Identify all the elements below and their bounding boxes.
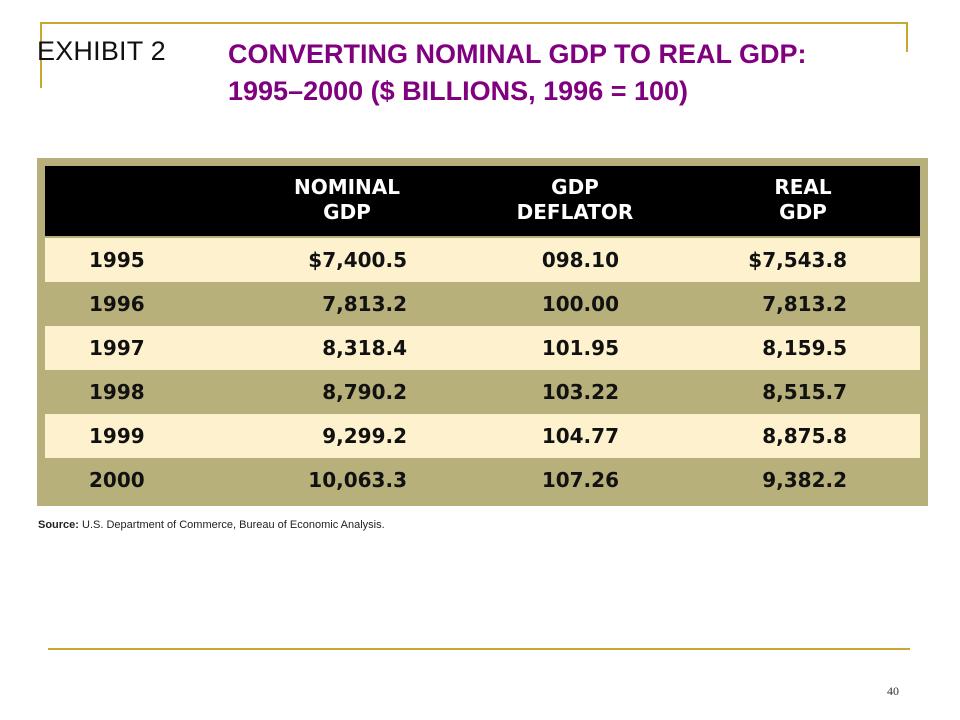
real-gdp-cell: 7,813.2	[762, 292, 847, 316]
real-gdp-cell: 8,159.5	[762, 336, 847, 360]
source-note: Source: U.S. Department of Commerce, Bur…	[38, 519, 385, 531]
frame-right-rule	[906, 22, 908, 52]
title-line-2: 1995–2000 ($ BILLIONS, 1996 = 100)	[228, 76, 689, 106]
deflator-cell: 100.00	[541, 292, 619, 316]
nominal-gdp-cell: 7,813.2	[322, 292, 407, 316]
table-row: 1996 7,813.2 100.00 7,813.2	[45, 282, 920, 326]
title-line-1: CONVERTING NOMINAL GDP TO REAL GDP:	[228, 39, 807, 69]
table-row: 1998 8,790.2 103.22 8,515.7	[45, 370, 920, 414]
header-nominal-line2: GDP	[323, 200, 371, 224]
year-cell: 1997	[89, 336, 145, 360]
real-gdp-cell: 9,382.2	[762, 468, 847, 492]
real-gdp-cell: 8,515.7	[762, 380, 847, 404]
table-row: 1997 8,318.4 101.95 8,159.5	[45, 326, 920, 370]
exhibit-label: EXHIBIT 2	[37, 36, 166, 66]
slide-title: CONVERTING NOMINAL GDP TO REAL GDP: 1995…	[228, 36, 928, 110]
table-row: 2000 10,063.3 107.26 9,382.2	[45, 458, 920, 502]
source-text: U.S. Department of Commerce, Bureau of E…	[82, 519, 385, 531]
table-row: 1999 9,299.2 104.77 8,875.8	[45, 414, 920, 458]
header-deflator-line1: GDP	[551, 175, 599, 199]
gdp-table: NOMINAL GDP GDP DEFLATOR REAL GDP 1995 $…	[37, 158, 928, 506]
header-real-gdp: REAL GDP	[748, 175, 858, 225]
nominal-gdp-cell: 8,318.4	[322, 336, 407, 360]
year-cell: 1996	[89, 292, 145, 316]
nominal-gdp-cell: 10,063.3	[308, 468, 407, 492]
header-gdp-deflator: GDP DEFLATOR	[503, 175, 647, 225]
table-header: NOMINAL GDP GDP DEFLATOR REAL GDP	[45, 166, 920, 236]
nominal-gdp-cell: 8,790.2	[322, 380, 407, 404]
table-row: 1995 $7,400.5 098.10 $7,543.8	[45, 238, 920, 282]
year-cell: 1995	[89, 248, 145, 272]
page-number: 40	[887, 684, 899, 698]
year-cell: 2000	[89, 468, 145, 492]
year-cell: 1999	[89, 424, 145, 448]
frame-left-rule	[40, 22, 42, 88]
frame-bottom-rule	[48, 648, 910, 650]
header-nominal-gdp: NOMINAL GDP	[285, 175, 409, 225]
header-real-line2: GDP	[779, 200, 827, 224]
deflator-cell: 103.22	[541, 380, 619, 404]
year-cell: 1998	[89, 380, 145, 404]
frame-top-rule	[40, 22, 908, 24]
real-gdp-cell: 8,875.8	[762, 424, 847, 448]
nominal-gdp-cell: 9,299.2	[322, 424, 407, 448]
source-label: Source:	[38, 519, 79, 531]
deflator-cell: 098.10	[541, 248, 619, 272]
real-gdp-cell: $7,543.8	[748, 248, 847, 272]
header-deflator-line2: DEFLATOR	[516, 200, 634, 224]
header-nominal-line1: NOMINAL	[293, 175, 401, 199]
header-real-line1: REAL	[774, 175, 832, 199]
deflator-cell: 101.95	[541, 336, 619, 360]
deflator-cell: 104.77	[541, 424, 619, 448]
deflator-cell: 107.26	[541, 468, 619, 492]
nominal-gdp-cell: $7,400.5	[308, 248, 407, 272]
